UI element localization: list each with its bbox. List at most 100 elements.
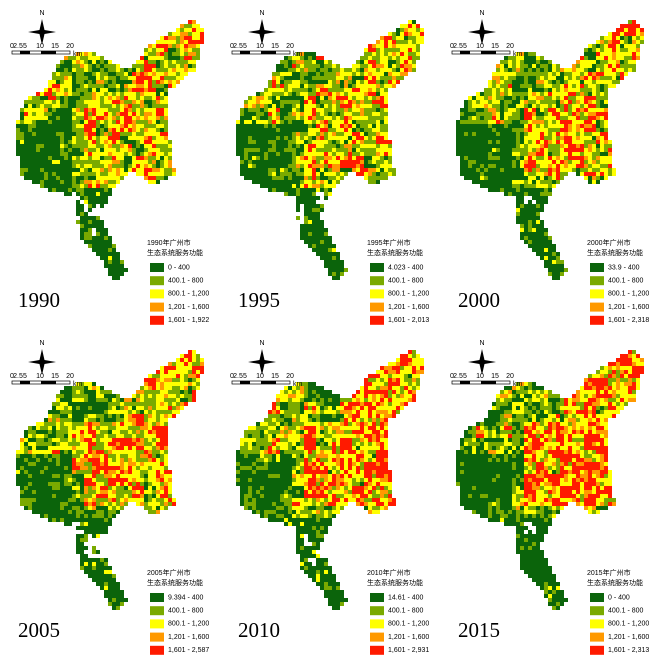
map-cell [172, 64, 176, 68]
map-cell [324, 192, 328, 196]
map-cell [96, 56, 100, 60]
map-cell [164, 88, 168, 92]
map-cell [88, 112, 92, 116]
map-cell [168, 152, 172, 156]
map-cell [112, 184, 116, 188]
map-cell [48, 188, 52, 192]
map-cell [596, 72, 600, 76]
map-cell [580, 132, 584, 136]
map-cell [140, 160, 144, 164]
map-cell [88, 168, 92, 172]
map-cell [64, 120, 68, 124]
map-cell [120, 172, 124, 176]
map-cell [496, 112, 500, 116]
map-cell [472, 140, 476, 144]
map-cell [604, 120, 608, 124]
map-cell [516, 140, 520, 144]
map-cell [148, 160, 152, 164]
map-cell [532, 72, 536, 76]
map-cell [380, 136, 384, 140]
map-cell [496, 136, 500, 140]
map-cell [92, 72, 96, 76]
map-cell [272, 168, 276, 172]
map-cell [100, 438, 104, 442]
map-cell [548, 128, 552, 132]
map-cell [320, 132, 324, 136]
map-cell [324, 184, 328, 188]
map-cell [376, 144, 380, 148]
map-cell [460, 116, 464, 120]
map-cell [100, 136, 104, 140]
map-cell [600, 120, 604, 124]
map-cell [560, 88, 564, 92]
map-cell [296, 64, 300, 68]
map-cell [60, 96, 64, 100]
map-cell [36, 112, 40, 116]
map-cell [316, 236, 320, 240]
map-cell [516, 144, 520, 148]
map-cell [88, 426, 92, 430]
map-cell [600, 132, 604, 136]
map-cell [576, 60, 580, 64]
map-cell [468, 164, 472, 168]
map-cell [56, 414, 60, 418]
map-cell [292, 116, 296, 120]
map-cell [148, 422, 152, 426]
map-cell [596, 52, 600, 56]
map-cell [324, 112, 328, 116]
map-cell [500, 112, 504, 116]
map-cell [248, 140, 252, 144]
map-cell [316, 228, 320, 232]
map-cell [48, 442, 52, 446]
map-cell [80, 458, 84, 462]
map-cell [84, 398, 88, 402]
map-cell [120, 454, 124, 458]
map-cell [536, 148, 540, 152]
map-cell [304, 60, 308, 64]
map-cell [92, 144, 96, 148]
map-cell [200, 36, 204, 40]
map-cell [296, 164, 300, 168]
map-cell [332, 112, 336, 116]
map-cell [376, 44, 380, 48]
map-cell [112, 414, 116, 418]
map-cell [164, 160, 168, 164]
map-cell [316, 144, 320, 148]
map-cell [128, 120, 132, 124]
map-cell [192, 20, 196, 24]
map-cell [568, 80, 572, 84]
map-cell [524, 136, 528, 140]
map-cell [536, 248, 540, 252]
map-cell [76, 200, 80, 204]
map-cell [132, 104, 136, 108]
map-cell [608, 164, 612, 168]
map-cell [372, 92, 376, 96]
map-cell [344, 104, 348, 108]
map-cell [144, 160, 148, 164]
map-cell [588, 84, 592, 88]
map-cell [116, 446, 120, 450]
map-cell [304, 108, 308, 112]
map-cell [368, 68, 372, 72]
map-cell [604, 148, 608, 152]
map-cell [76, 180, 80, 184]
map-cell [496, 104, 500, 108]
map-cell [532, 76, 536, 80]
map-cell [328, 72, 332, 76]
map-cell [284, 72, 288, 76]
map-cell [596, 132, 600, 136]
map-cell [108, 236, 112, 240]
map-cell [516, 104, 520, 108]
map-cell [144, 112, 148, 116]
map-cell [336, 152, 340, 156]
map-cell [304, 180, 308, 184]
map-cell [400, 36, 404, 40]
map-cell [36, 434, 40, 438]
map-cell [548, 180, 552, 184]
map-cell [144, 76, 148, 80]
map-cell [172, 72, 176, 76]
map-cell [100, 124, 104, 128]
map-cell [96, 450, 100, 454]
map-cell [136, 60, 140, 64]
map-cell [16, 124, 20, 128]
